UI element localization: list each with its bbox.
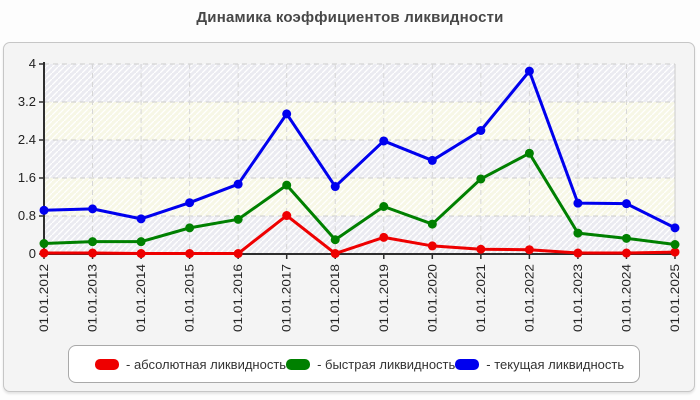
chart-legend: - абсолютная ликвидность - быстрая ликви… bbox=[68, 345, 640, 383]
svg-text:01.01.2018: 01.01.2018 bbox=[328, 264, 342, 332]
svg-text:01.01.2021: 01.01.2021 bbox=[474, 264, 488, 332]
svg-text:01.01.2014: 01.01.2014 bbox=[134, 264, 148, 332]
svg-text:1.6: 1.6 bbox=[18, 170, 36, 185]
legend-item-quick-liquidity: - быстрая ликвидность bbox=[286, 357, 455, 372]
svg-text:01.01.2025: 01.01.2025 bbox=[668, 264, 682, 332]
svg-text:01.01.2012: 01.01.2012 bbox=[37, 264, 51, 332]
svg-text:01.01.2022: 01.01.2022 bbox=[522, 264, 536, 332]
svg-text:0: 0 bbox=[29, 246, 36, 261]
page-title: Динамика коэффициентов ликвидности bbox=[196, 9, 504, 26]
legend-swatch-blue-icon bbox=[455, 358, 480, 370]
liquidity-line-chart: 0 0.8 1.6 2.4 3.2 4 01.01.2012 01.01.2013 01.01.… bbox=[18, 56, 682, 332]
chart-panel: 0 0.8 1.6 2.4 3.2 4 01.01.2012 01.01.2013 01.01.… bbox=[3, 42, 695, 392]
legend-item-absolute-liquidity: - абсолютная ликвидность bbox=[95, 357, 286, 372]
legend-swatch-green-icon bbox=[286, 358, 311, 370]
svg-text:01.01.2017: 01.01.2017 bbox=[280, 264, 294, 332]
svg-text:0.8: 0.8 bbox=[18, 208, 36, 223]
svg-text:01.01.2013: 01.01.2013 bbox=[86, 264, 100, 332]
svg-text:01.01.2015: 01.01.2015 bbox=[183, 264, 197, 332]
svg-text:3.2: 3.2 bbox=[18, 94, 36, 109]
svg-text:4: 4 bbox=[29, 56, 36, 71]
svg-text:01.01.2016: 01.01.2016 bbox=[231, 264, 245, 332]
legend-label-current-liquidity: - текущая ликвидность bbox=[486, 356, 625, 372]
legend-swatch-red-icon bbox=[95, 358, 119, 370]
svg-text:01.01.2019: 01.01.2019 bbox=[377, 264, 391, 332]
svg-text:2.4: 2.4 bbox=[18, 132, 36, 147]
svg-text:01.01.2020: 01.01.2020 bbox=[425, 264, 439, 332]
legend-item-current-liquidity: - текущая ликвидность bbox=[455, 357, 624, 372]
svg-text:01.01.2023: 01.01.2023 bbox=[571, 264, 585, 332]
legend-label-absolute-liquidity: - абсолютная ликвидность bbox=[126, 356, 287, 372]
svg-text:01.01.2024: 01.01.2024 bbox=[619, 264, 633, 332]
legend-label-quick-liquidity: - быстрая ликвидность bbox=[317, 356, 456, 372]
